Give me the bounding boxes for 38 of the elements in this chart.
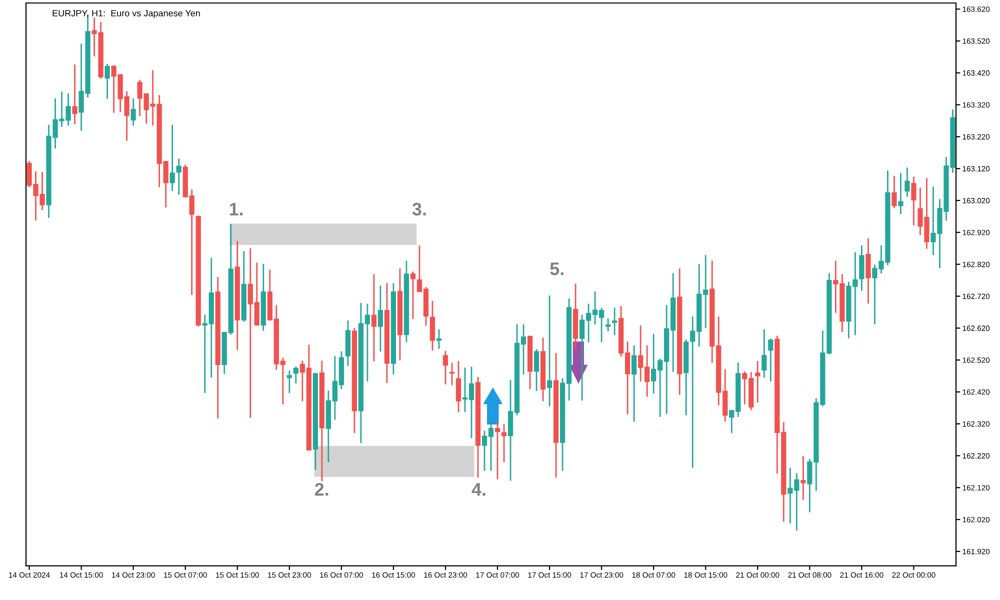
candlestick (130, 98, 136, 126)
candlestick (378, 286, 384, 352)
candlestick (442, 351, 448, 384)
candlestick (612, 308, 618, 336)
annotation: 2. (314, 482, 328, 496)
candlestick (534, 349, 540, 392)
candlestick (605, 318, 611, 332)
candlestick (904, 168, 910, 197)
candlestick (501, 424, 507, 462)
candlestick (546, 296, 552, 406)
candlestick (632, 345, 637, 422)
annotation: 1. (230, 202, 243, 216)
candlestick (800, 456, 806, 500)
candlestick (371, 274, 377, 362)
annotation: 4. (472, 483, 486, 496)
candlestick (293, 366, 298, 384)
candlestick (449, 362, 455, 386)
candlestick (911, 176, 916, 226)
candlestick (170, 124, 175, 191)
candlestick (898, 172, 904, 214)
annotation: 5. (550, 262, 564, 276)
candlestick (176, 158, 182, 195)
candlestick (410, 272, 416, 319)
candlestick (104, 64, 110, 99)
candlestick (430, 300, 436, 350)
candlestick (494, 422, 500, 480)
annotation: 3. (412, 202, 426, 216)
candlestick (436, 329, 442, 349)
candlestick (286, 370, 292, 393)
candlestick (859, 245, 864, 291)
candlestick (755, 360, 760, 403)
candlestick (892, 176, 897, 208)
candlestick (762, 329, 767, 378)
candlestick (768, 338, 774, 382)
candlestick (72, 64, 78, 124)
text: EURJPY, H1: Euro vs Japanese Yen (52, 10, 200, 18)
candlestick (456, 360, 462, 412)
candlestick (866, 238, 871, 304)
